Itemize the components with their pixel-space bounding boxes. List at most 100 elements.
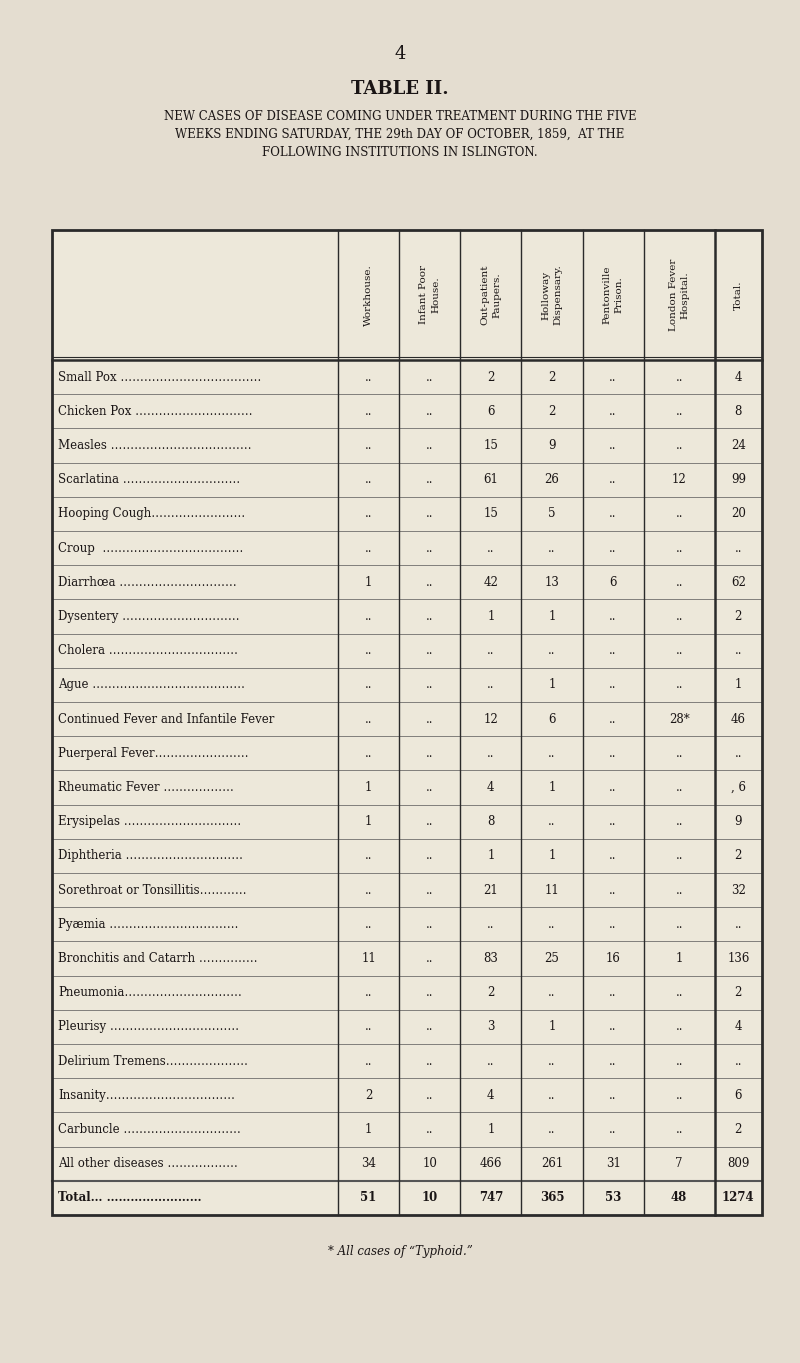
Text: ..: .. — [365, 713, 372, 725]
Text: ..: .. — [675, 1123, 683, 1135]
Text: Holloway
Dispensary.: Holloway Dispensary. — [542, 264, 562, 326]
Text: ..: .. — [487, 541, 494, 555]
Text: Hooping Cough……………………: Hooping Cough…………………… — [58, 507, 246, 521]
Text: ..: .. — [675, 747, 683, 759]
Text: * All cases of “Typhoid.”: * All cases of “Typhoid.” — [328, 1244, 472, 1258]
Text: ..: .. — [675, 541, 683, 555]
Text: Dysentery …………………………: Dysentery ………………………… — [58, 611, 240, 623]
Text: 261: 261 — [541, 1157, 563, 1171]
Text: ..: .. — [365, 473, 372, 487]
Text: 1: 1 — [487, 1123, 494, 1135]
Text: ..: .. — [675, 917, 683, 931]
Text: 2: 2 — [487, 987, 494, 999]
Text: 1: 1 — [365, 781, 372, 795]
Text: ..: .. — [426, 951, 434, 965]
Text: ..: .. — [487, 1055, 494, 1067]
Text: ..: .. — [426, 1055, 434, 1067]
Text: 1: 1 — [365, 575, 372, 589]
Text: 12: 12 — [672, 473, 686, 487]
Text: 32: 32 — [731, 883, 746, 897]
Text: 1: 1 — [487, 611, 494, 623]
Text: FOLLOWING INSTITUTIONS IN ISLINGTON.: FOLLOWING INSTITUTIONS IN ISLINGTON. — [262, 146, 538, 159]
Text: 2: 2 — [365, 1089, 372, 1101]
Text: ..: .. — [426, 781, 434, 795]
Text: 2: 2 — [734, 1123, 742, 1135]
Text: ..: .. — [675, 781, 683, 795]
Text: 15: 15 — [483, 507, 498, 521]
Text: All other diseases ………………: All other diseases ……………… — [58, 1157, 238, 1171]
Text: ..: .. — [610, 781, 617, 795]
Text: 48: 48 — [671, 1191, 687, 1205]
Text: ..: .. — [675, 1055, 683, 1067]
Text: ..: .. — [675, 611, 683, 623]
Text: Croup  ………………………………: Croup ……………………………… — [58, 541, 243, 555]
Text: Total.: Total. — [734, 281, 743, 309]
Text: 34: 34 — [361, 1157, 376, 1171]
Text: Chicken Pox …………………………: Chicken Pox ………………………… — [58, 405, 253, 418]
Text: ..: .. — [487, 645, 494, 657]
Text: ..: .. — [426, 1123, 434, 1135]
Text: 26: 26 — [545, 473, 559, 487]
Text: Pneumonia…………………………: Pneumonia………………………… — [58, 987, 242, 999]
Bar — [52, 230, 762, 1214]
Text: 61: 61 — [483, 473, 498, 487]
Text: 24: 24 — [731, 439, 746, 453]
Text: ..: .. — [610, 883, 617, 897]
Text: 62: 62 — [731, 575, 746, 589]
Text: 6: 6 — [487, 405, 494, 418]
Text: Scarlatina …………………………: Scarlatina ………………………… — [58, 473, 240, 487]
Text: 99: 99 — [731, 473, 746, 487]
Text: Puerperal Fever……………………: Puerperal Fever…………………… — [58, 747, 249, 759]
Text: ..: .. — [675, 405, 683, 418]
Text: Pleurisy ……………………………: Pleurisy …………………………… — [58, 1021, 239, 1033]
Text: ..: .. — [610, 849, 617, 863]
Text: ..: .. — [548, 1055, 556, 1067]
Text: 16: 16 — [606, 951, 621, 965]
Text: Cholera ……………………………: Cholera …………………………… — [58, 645, 238, 657]
Text: ..: .. — [365, 849, 372, 863]
Text: Diphtheria …………………………: Diphtheria ………………………… — [58, 849, 243, 863]
Text: ..: .. — [426, 1021, 434, 1033]
Text: ..: .. — [675, 679, 683, 691]
Text: 5: 5 — [548, 507, 556, 521]
Text: ..: .. — [426, 507, 434, 521]
Text: ..: .. — [675, 645, 683, 657]
Text: 4: 4 — [734, 1021, 742, 1033]
Text: ..: .. — [675, 1089, 683, 1101]
Text: 1: 1 — [548, 611, 556, 623]
Text: 8: 8 — [487, 815, 494, 829]
Text: ..: .. — [365, 679, 372, 691]
Text: ..: .. — [610, 987, 617, 999]
Text: Delirium Tremens…………………: Delirium Tremens………………… — [58, 1055, 248, 1067]
Text: 10: 10 — [422, 1157, 437, 1171]
Text: ..: .. — [734, 1055, 742, 1067]
Text: 4: 4 — [734, 371, 742, 383]
Text: Measles ………………………………: Measles ……………………………… — [58, 439, 252, 453]
Text: 1: 1 — [365, 815, 372, 829]
Text: Insanity……………………………: Insanity…………………………… — [58, 1089, 235, 1101]
Bar — [52, 230, 762, 1214]
Text: ..: .. — [610, 645, 617, 657]
Text: 6: 6 — [734, 1089, 742, 1101]
Text: ..: .. — [610, 679, 617, 691]
Text: 42: 42 — [483, 575, 498, 589]
Text: 7: 7 — [675, 1157, 683, 1171]
Text: 83: 83 — [483, 951, 498, 965]
Text: 1: 1 — [734, 679, 742, 691]
Text: ..: .. — [675, 575, 683, 589]
Text: ..: .. — [548, 541, 556, 555]
Text: 12: 12 — [483, 713, 498, 725]
Text: 2: 2 — [734, 611, 742, 623]
Text: Pyæmia ……………………………: Pyæmia …………………………… — [58, 917, 238, 931]
Text: ..: .. — [426, 987, 434, 999]
Text: ..: .. — [426, 371, 434, 383]
Text: ..: .. — [610, 1089, 617, 1101]
Text: ..: .. — [610, 747, 617, 759]
Text: ..: .. — [548, 1089, 556, 1101]
Text: 1: 1 — [675, 951, 683, 965]
Text: 6: 6 — [610, 575, 617, 589]
Text: 365: 365 — [540, 1191, 564, 1205]
Text: 2: 2 — [548, 371, 556, 383]
Text: ..: .. — [734, 541, 742, 555]
Text: ..: .. — [675, 815, 683, 829]
